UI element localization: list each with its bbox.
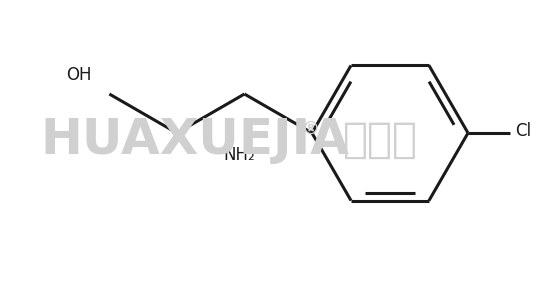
Text: NH₂: NH₂ (223, 146, 255, 164)
Text: HUAXUEJIA: HUAXUEJIA (40, 116, 349, 164)
Text: Cl: Cl (515, 122, 531, 140)
Text: ®: ® (301, 121, 319, 139)
Text: 化学加: 化学加 (343, 119, 418, 161)
Text: OH: OH (66, 66, 91, 84)
